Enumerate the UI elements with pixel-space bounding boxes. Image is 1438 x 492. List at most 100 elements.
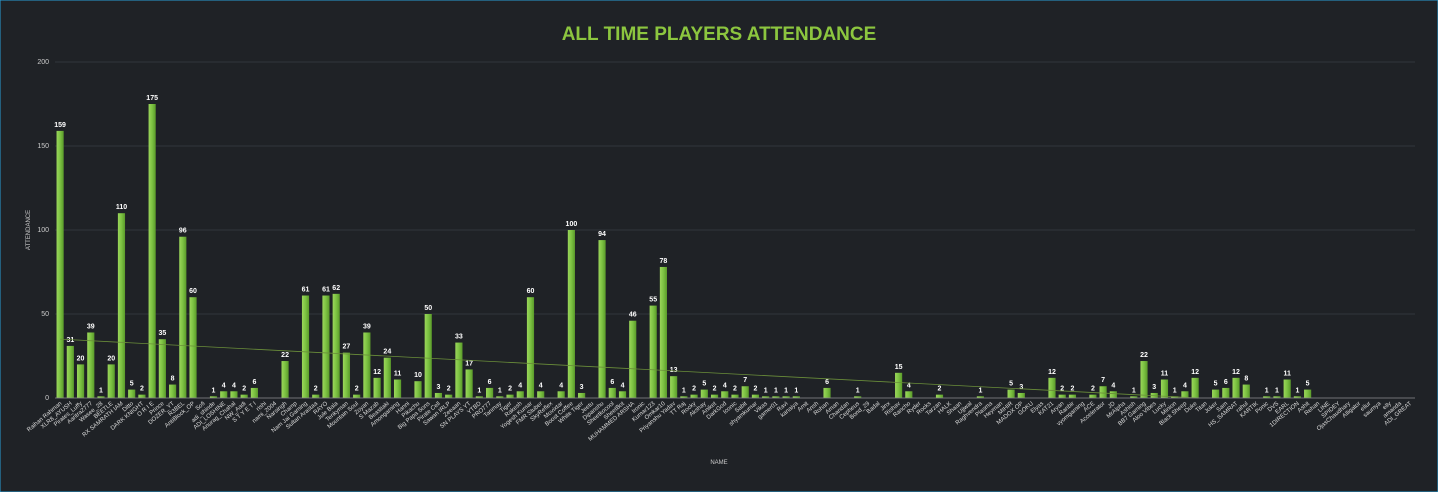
value-label: 78 (660, 258, 668, 265)
bar (905, 391, 913, 398)
bar (240, 394, 248, 398)
bar (772, 396, 780, 398)
bar (731, 394, 739, 398)
bar (1068, 394, 1077, 398)
bar (169, 384, 177, 398)
bar (434, 392, 443, 398)
bar (342, 352, 351, 398)
bar (762, 396, 770, 398)
bar (506, 394, 514, 398)
x-tick-label: JD (1107, 401, 1117, 411)
bar (976, 396, 984, 398)
bar (230, 391, 238, 398)
value-label: 8 (1244, 376, 1248, 383)
bar (353, 394, 361, 398)
value-label: 3 (580, 384, 584, 391)
bar (935, 394, 944, 398)
bar (465, 369, 473, 398)
bar (1160, 379, 1169, 398)
value-label: 1 (498, 387, 502, 394)
value-label: 94 (598, 231, 606, 238)
bar (649, 305, 657, 398)
bar (557, 391, 565, 398)
bar (1058, 394, 1066, 398)
value-label: 62 (332, 285, 340, 292)
bar (680, 396, 688, 398)
value-label: 17 (465, 360, 473, 367)
value-label: 1 (784, 387, 788, 394)
y-tick-label: 0 (45, 395, 49, 402)
value-label: 12 (373, 369, 381, 376)
value-label: 15 (895, 364, 903, 371)
bar (209, 396, 218, 398)
bar (526, 297, 535, 398)
bar (700, 389, 708, 398)
value-label: 1 (978, 387, 982, 394)
bar (138, 394, 146, 398)
bar (445, 394, 453, 398)
value-label: 12 (1191, 369, 1199, 376)
value-label: 1 (1132, 387, 1136, 394)
bar (332, 293, 340, 398)
bar (179, 236, 187, 398)
value-label: 2 (447, 386, 451, 393)
value-label: 31 (66, 337, 74, 344)
value-label: 4 (559, 382, 563, 389)
value-label: 10 (414, 372, 422, 379)
x-axis-label: NAME (710, 460, 727, 466)
value-label: 5 (1009, 381, 1013, 388)
value-label: 2 (753, 386, 757, 393)
trendline (60, 338, 1199, 399)
bar (76, 364, 85, 398)
value-label: 1 (1173, 387, 1177, 394)
value-label: 2 (508, 386, 512, 393)
bar (1017, 392, 1025, 398)
bar (128, 389, 136, 398)
value-label: 60 (527, 288, 535, 295)
value-label: 4 (621, 382, 625, 389)
y-tick-label: 200 (37, 59, 49, 66)
bar (659, 266, 667, 398)
bar (1099, 386, 1107, 398)
value-label: 1 (99, 387, 103, 394)
bar (516, 391, 524, 398)
value-label: 12 (1232, 369, 1240, 376)
value-label: 46 (629, 312, 637, 319)
bar (107, 364, 115, 398)
bar (117, 213, 126, 398)
x-tick-label: Jinx (880, 401, 892, 412)
value-label: 4 (907, 382, 911, 389)
bar (424, 314, 432, 398)
value-label: 3 (1152, 384, 1156, 391)
value-label: 2 (314, 386, 318, 393)
bar (486, 387, 494, 398)
bar (537, 391, 545, 398)
bar (496, 396, 504, 398)
bar (312, 394, 320, 398)
value-label: 1 (794, 387, 798, 394)
chart-title: ALL TIME PLAYERS ATTENDANCE (562, 24, 877, 45)
value-label: 20 (77, 355, 85, 362)
value-label: 11 (1283, 371, 1291, 378)
value-label: 35 (158, 330, 166, 337)
y-tick-label: 50 (41, 311, 49, 318)
value-label: 24 (383, 349, 391, 356)
value-label: 2 (692, 386, 696, 393)
value-label: 4 (723, 382, 727, 389)
bar (87, 332, 95, 398)
x-tick-label: Sofi (195, 401, 207, 412)
bar (250, 387, 258, 398)
value-label: 159 (54, 122, 66, 129)
value-label: 2 (713, 386, 717, 393)
value-label: 12 (1048, 369, 1056, 376)
value-label: 100 (566, 221, 578, 228)
value-label: 1 (774, 387, 778, 394)
value-label: 33 (455, 334, 463, 341)
value-label: 55 (649, 297, 657, 304)
bar (598, 240, 606, 398)
value-label: 7 (1101, 377, 1105, 384)
y-axis-label: ATTENDANCE (26, 210, 32, 250)
